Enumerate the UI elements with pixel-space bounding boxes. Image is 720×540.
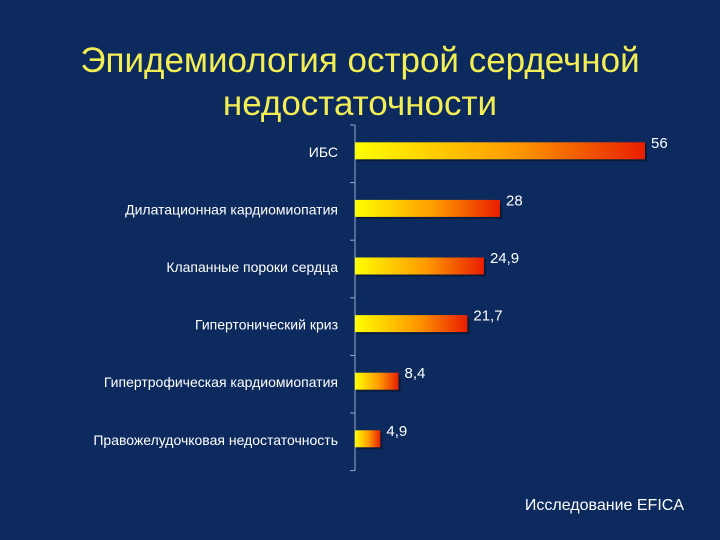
- title-line-2: недостаточности: [222, 84, 498, 124]
- data-label: 56: [651, 135, 668, 152]
- data-label: 28: [506, 192, 523, 209]
- category-label: Дилатационная кардиомиопатия: [125, 201, 338, 217]
- bar-5: [355, 372, 399, 390]
- category-label: Гипертрофическая кардиомиопатия: [104, 374, 338, 390]
- data-label: 21,7: [473, 308, 502, 325]
- bar-2: [355, 199, 500, 217]
- category-label: Гипертонический криз: [195, 317, 338, 333]
- data-label: 24,9: [490, 250, 519, 267]
- bar-4: [355, 315, 468, 333]
- title-line-1: Эпидемиология острой сердечной: [80, 41, 640, 81]
- category-label: Правожелудочковая недостаточность: [93, 432, 338, 448]
- bar-3: [355, 257, 484, 275]
- bar-6: [355, 430, 381, 448]
- slide-title: Эпидемиология острой сердечной недостато…: [0, 39, 720, 125]
- category-label: Клапанные пороки сердца: [166, 259, 338, 275]
- data-label: 4,9: [386, 423, 407, 440]
- data-label: 8,4: [405, 365, 426, 382]
- source-note: Исследование EFICA: [524, 497, 684, 514]
- category-label: ИБС: [309, 144, 338, 160]
- bar-1: [355, 142, 645, 160]
